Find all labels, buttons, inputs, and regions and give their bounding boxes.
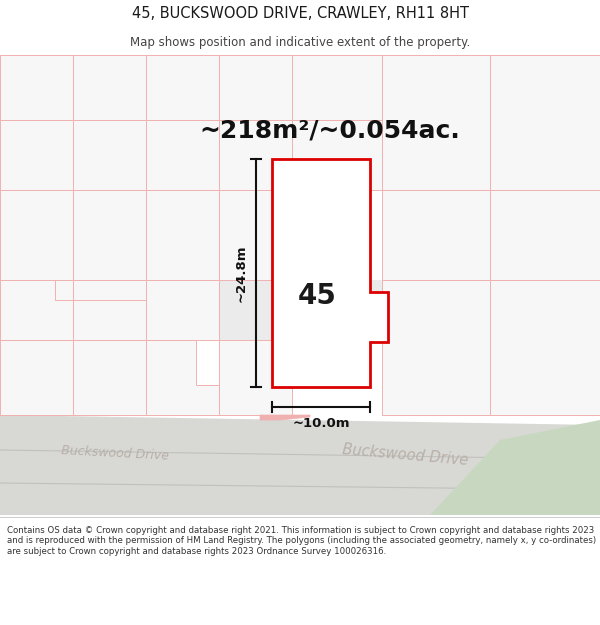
Polygon shape <box>0 415 600 515</box>
Text: 45: 45 <box>298 282 337 310</box>
Polygon shape <box>260 415 310 420</box>
Polygon shape <box>272 159 388 387</box>
Text: ~24.8m: ~24.8m <box>235 244 248 302</box>
Polygon shape <box>146 340 219 415</box>
Polygon shape <box>430 420 600 515</box>
Bar <box>219 55 292 120</box>
Bar <box>0 280 73 340</box>
Text: ~218m²/~0.054ac.: ~218m²/~0.054ac. <box>200 118 460 142</box>
Bar <box>219 120 292 190</box>
Bar <box>146 190 219 280</box>
Bar <box>73 340 146 415</box>
Text: ~10.0m: ~10.0m <box>292 417 350 430</box>
Polygon shape <box>73 280 146 300</box>
Bar <box>490 190 600 280</box>
Bar <box>146 55 219 120</box>
Bar <box>382 280 490 415</box>
Bar <box>219 190 292 280</box>
Bar <box>73 280 146 340</box>
Bar <box>0 120 73 190</box>
Bar <box>73 120 146 190</box>
Bar <box>382 55 490 190</box>
Bar <box>146 280 219 340</box>
Bar <box>490 280 600 415</box>
Polygon shape <box>219 340 292 415</box>
Bar <box>146 120 219 190</box>
Text: Buckswood Drive: Buckswood Drive <box>61 444 169 462</box>
Bar <box>73 190 146 280</box>
Polygon shape <box>0 280 73 340</box>
Bar <box>73 55 146 120</box>
Text: Buckswood Drive: Buckswood Drive <box>341 442 469 468</box>
Text: Contains OS data © Crown copyright and database right 2021. This information is : Contains OS data © Crown copyright and d… <box>7 526 596 556</box>
Bar <box>0 340 73 415</box>
Bar <box>382 190 490 280</box>
Text: Map shows position and indicative extent of the property.: Map shows position and indicative extent… <box>130 36 470 49</box>
Bar <box>0 190 73 280</box>
Bar <box>292 55 382 120</box>
Bar <box>292 120 382 190</box>
Bar <box>0 55 73 120</box>
Text: 45, BUCKSWOOD DRIVE, CRAWLEY, RH11 8HT: 45, BUCKSWOOD DRIVE, CRAWLEY, RH11 8HT <box>131 6 469 21</box>
Bar <box>490 55 600 190</box>
Bar <box>0 280 600 340</box>
